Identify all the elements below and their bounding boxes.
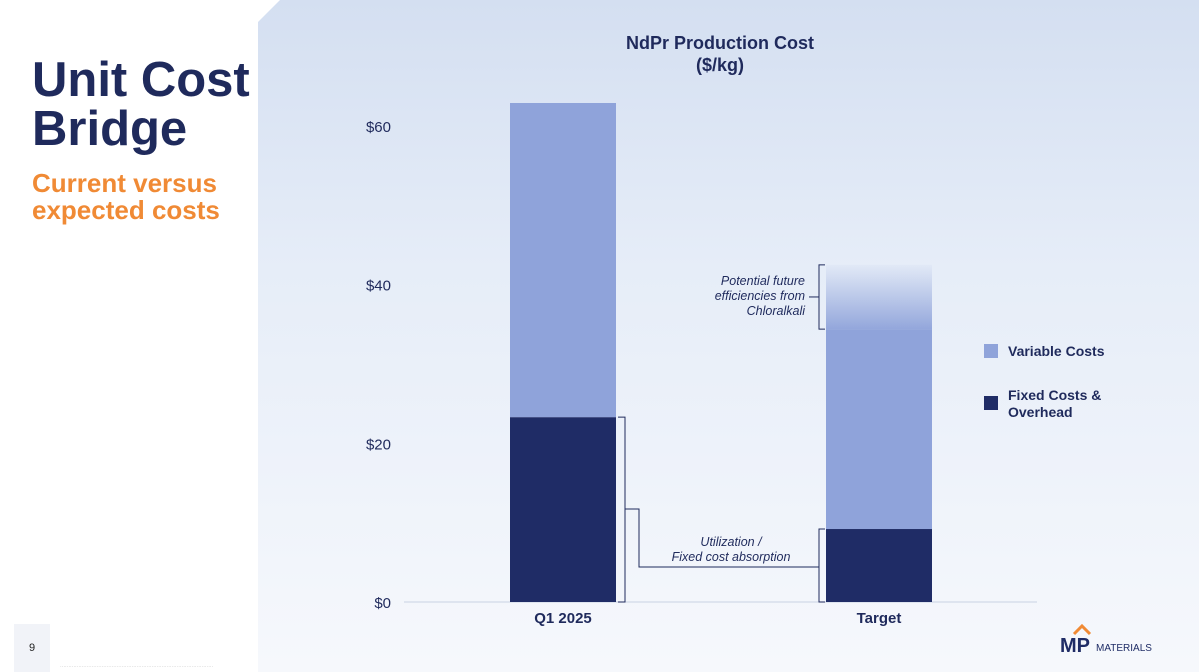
chart-title-unit: ($/kg) — [696, 55, 744, 75]
slide-title-line-2: Bridge — [32, 102, 188, 156]
utilization-bracket-right — [818, 528, 825, 603]
legend-label: Overhead — [1008, 404, 1073, 420]
bar-variable-1 — [510, 102, 616, 418]
x-axis: Q1 2025 Target — [534, 610, 901, 627]
legend-label: Variable Costs — [1008, 343, 1105, 359]
chloralkali-annotation-line: Potential future — [721, 274, 805, 288]
y-tick-label: $20 — [366, 436, 391, 453]
chloralkali-annotation-line: Chloralkali — [747, 304, 807, 318]
utilization-connector — [625, 508, 819, 568]
slide-subtitle-line-1: Current versus — [32, 168, 217, 198]
chloralkali-annotation-line: efficiencies from — [715, 289, 805, 303]
legend-swatch-variable — [984, 344, 998, 358]
y-axis: $0 $20 $40 $60 — [366, 119, 391, 612]
legend-swatch-fixed — [984, 396, 998, 410]
chart-background-panel — [258, 0, 1199, 672]
bars — [510, 102, 932, 602]
legend-label: Fixed Costs & — [1008, 387, 1101, 403]
utilization-annotation-line: Fixed cost absorption — [672, 550, 791, 564]
chloralkali-bracket — [818, 264, 825, 330]
slide-title: Unit Cost Bridge — [32, 56, 250, 154]
logo-mp: MP — [1060, 635, 1090, 657]
logo-materials: MATERIALS — [1096, 643, 1152, 654]
bar-variable-fade-2 — [826, 264, 932, 330]
y-tick-label: $0 — [374, 595, 391, 612]
logo-chevron-icon — [1072, 623, 1092, 636]
slide-subtitle-line-2: expected costs — [32, 195, 220, 225]
footnote: ········································… — [60, 664, 214, 670]
page-number: 9 — [14, 624, 50, 672]
x-category-label: Q1 2025 — [534, 610, 592, 627]
y-tick-label: $60 — [366, 119, 391, 136]
bar-variable-2 — [826, 329, 932, 530]
bar-fixed-1 — [510, 417, 616, 602]
chart-title: NdPr Production Cost — [626, 33, 814, 53]
utilization-bracket-left — [618, 416, 626, 603]
y-tick-label: $40 — [366, 278, 391, 295]
mp-materials-logo: MP MATERIALS — [1060, 623, 1152, 657]
slide-title-line-1: Unit Cost — [32, 53, 250, 107]
bar-fixed-2 — [826, 529, 932, 602]
legend: Variable Costs Fixed Costs &Overhead — [984, 343, 1105, 420]
slide-subtitle: Current versus expected costs — [32, 170, 220, 224]
x-category-label: Target — [857, 610, 902, 627]
utilization-annotation-line: Utilization / — [700, 535, 763, 549]
